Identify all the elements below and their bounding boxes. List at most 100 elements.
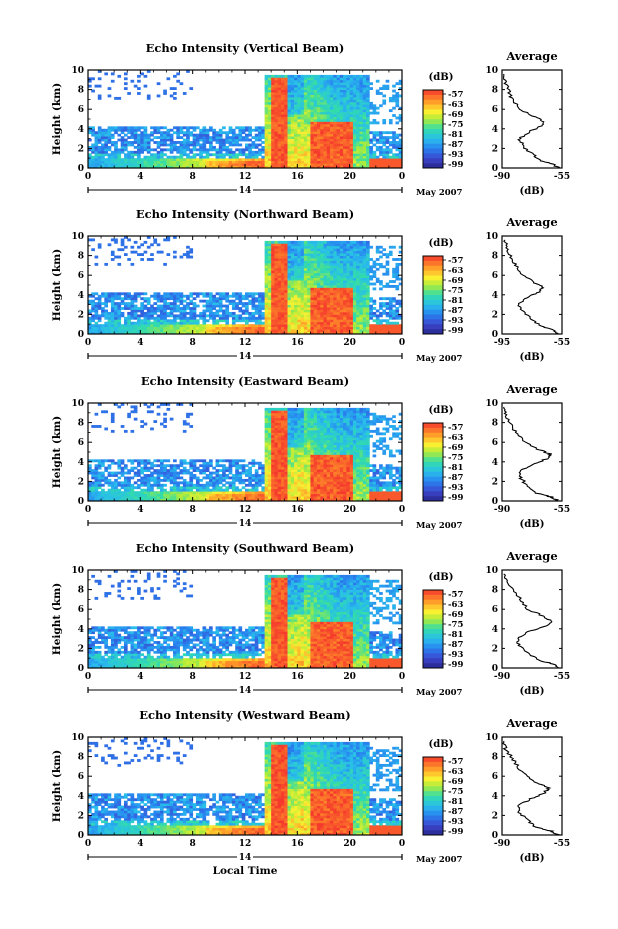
heatmap-cell bbox=[395, 265, 400, 269]
heatmap-cell bbox=[114, 326, 118, 330]
heatmap-cell bbox=[123, 496, 128, 499]
heatmap-cell bbox=[297, 289, 301, 293]
heatmap-cell bbox=[326, 297, 331, 301]
heatmap-cell bbox=[228, 299, 233, 303]
heatmap-cell bbox=[159, 297, 164, 301]
heatmap-cell bbox=[395, 309, 400, 313]
heatmap-cell bbox=[349, 294, 354, 298]
heatmap-cell bbox=[264, 277, 269, 281]
heatmap-cell bbox=[261, 294, 266, 298]
heatmap-cell bbox=[228, 158, 233, 162]
heatmap-cell bbox=[326, 311, 331, 315]
heatmap-cell bbox=[385, 329, 390, 332]
heatmap-cell bbox=[222, 329, 226, 332]
heatmap-cell bbox=[91, 481, 95, 485]
heatmap-cell bbox=[97, 145, 102, 149]
heatmap-cell bbox=[287, 314, 292, 318]
heatmap-cell bbox=[94, 160, 99, 164]
heatmap-cell bbox=[359, 280, 364, 283]
heatmap-cell bbox=[91, 486, 95, 490]
heatmap-cell bbox=[346, 319, 351, 323]
heatmap-cell bbox=[94, 155, 99, 159]
heatmap-cell bbox=[101, 461, 105, 465]
heatmap-cell bbox=[261, 163, 266, 166]
heatmap-cell bbox=[382, 101, 387, 105]
x-tick-label: 16 bbox=[291, 172, 304, 182]
heatmap-cell bbox=[382, 285, 387, 288]
heatmap-cell bbox=[339, 89, 344, 93]
heatmap-cell bbox=[352, 148, 357, 152]
heatmap-cell bbox=[143, 158, 148, 162]
heatmap-cell bbox=[114, 309, 118, 313]
heatmap-cell bbox=[375, 155, 380, 159]
heatmap-cell bbox=[179, 163, 184, 166]
heatmap-cell bbox=[231, 294, 236, 298]
heatmap-cell bbox=[88, 153, 92, 157]
heatmap-cell bbox=[130, 297, 135, 301]
heatmap-cell bbox=[117, 461, 122, 465]
heatmap-cell bbox=[346, 272, 351, 276]
heatmap-cell bbox=[303, 329, 308, 332]
heatmap-cell bbox=[274, 84, 279, 88]
heatmap-cell bbox=[91, 324, 95, 328]
heatmap-cell bbox=[94, 314, 99, 318]
heatmap-cell bbox=[294, 84, 298, 88]
heatmap-cell bbox=[330, 89, 334, 93]
heatmap-cell bbox=[179, 316, 184, 320]
heatmap-cell bbox=[133, 292, 138, 296]
heatmap-cell bbox=[307, 89, 311, 93]
heatmap-cell bbox=[346, 270, 351, 274]
heatmap-cell bbox=[343, 260, 347, 264]
heatmap-cell bbox=[238, 331, 243, 335]
heatmap-cell bbox=[209, 153, 213, 157]
heatmap-cell bbox=[97, 302, 102, 305]
heatmap-cell bbox=[143, 316, 148, 320]
heatmap-cell bbox=[343, 287, 347, 291]
heatmap-cell bbox=[294, 94, 298, 98]
heatmap-cell bbox=[280, 309, 285, 313]
heatmap-cell bbox=[91, 319, 95, 323]
heatmap-cell bbox=[163, 148, 167, 152]
heatmap-cell bbox=[310, 316, 315, 320]
heatmap-cell bbox=[166, 165, 171, 169]
heatmap-cell bbox=[222, 155, 226, 159]
heatmap-cell bbox=[110, 294, 115, 298]
heatmap-cell bbox=[107, 94, 112, 98]
heatmap-cell bbox=[202, 311, 207, 315]
heatmap-cell bbox=[169, 314, 174, 318]
heatmap-cell bbox=[310, 116, 315, 120]
heatmap-cell bbox=[382, 297, 387, 301]
heatmap-cell bbox=[110, 79, 115, 83]
heatmap-cell bbox=[375, 324, 380, 328]
heatmap-cell bbox=[352, 287, 357, 291]
heatmap-cell bbox=[352, 324, 357, 328]
heatmap-cell bbox=[366, 270, 370, 274]
heatmap-cell bbox=[366, 321, 370, 325]
heatmap-cell bbox=[284, 150, 288, 154]
heatmap-cell bbox=[274, 250, 279, 254]
heatmap-cell bbox=[343, 126, 347, 130]
heatmap-cell bbox=[362, 314, 367, 318]
heatmap-cell bbox=[205, 302, 210, 305]
heatmap-cell bbox=[382, 94, 387, 98]
heatmap-cell bbox=[294, 319, 298, 323]
heatmap-cell bbox=[277, 326, 282, 330]
heatmap-cell bbox=[339, 160, 344, 164]
heatmap-cell bbox=[251, 331, 256, 335]
heatmap-cell bbox=[294, 143, 298, 147]
heatmap-cell bbox=[271, 326, 275, 330]
heatmap-cell bbox=[231, 163, 236, 166]
heatmap-cell bbox=[241, 316, 246, 320]
heatmap-cell bbox=[195, 294, 200, 298]
heatmap-cell bbox=[320, 272, 324, 276]
heatmap-cell bbox=[300, 155, 305, 159]
heatmap-cell bbox=[182, 92, 187, 95]
heatmap-cell bbox=[339, 282, 344, 286]
heatmap-cell bbox=[120, 160, 125, 164]
heatmap-cell bbox=[267, 111, 272, 115]
heatmap-cell bbox=[133, 126, 138, 130]
heatmap-cell bbox=[94, 297, 99, 301]
heatmap-cell bbox=[182, 138, 187, 142]
heatmap-cell bbox=[280, 272, 285, 276]
heatmap-cell bbox=[101, 131, 105, 135]
